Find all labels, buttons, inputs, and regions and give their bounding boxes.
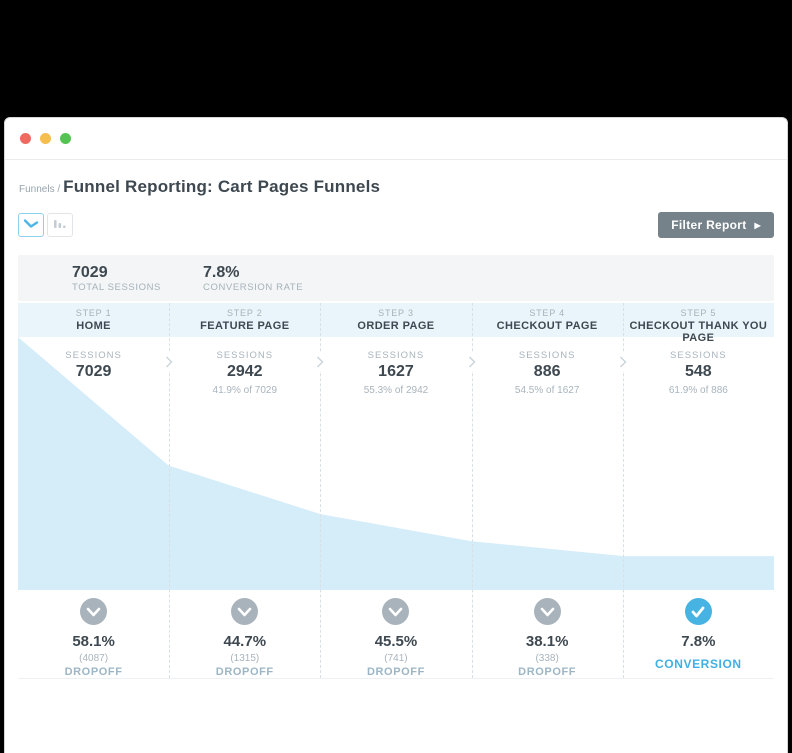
step-number: STEP 4 xyxy=(529,308,565,318)
dropoff-count: (1315) xyxy=(230,653,260,664)
total-sessions-label: TOTAL SESSIONS xyxy=(72,281,161,293)
step-page-name: CHECKOUT THANK YOU PAGE xyxy=(629,320,768,344)
column-divider xyxy=(471,303,473,678)
sessions-label: SESSIONS xyxy=(216,350,274,361)
step-number: STEP 3 xyxy=(378,308,414,318)
sessions-cell-home: SESSIONS 7029 xyxy=(18,337,169,590)
chevron-down-circle-icon xyxy=(231,598,259,625)
bar-chart-icon xyxy=(53,218,67,233)
sessions-label: SESSIONS xyxy=(670,350,727,361)
step-header-order-page: STEP 3 ORDER PAGE xyxy=(320,303,471,337)
filter-report-label: Filter Report xyxy=(671,218,747,232)
chevron-right-icon xyxy=(468,353,476,371)
sessions-cell-checkout-page: SESSIONS 886 54.5% of 1627 xyxy=(472,337,623,590)
step-header-background xyxy=(18,303,774,337)
column-divider xyxy=(320,303,322,678)
dropoff-pct: 38.1% xyxy=(525,633,569,650)
chevron-down-circle-icon xyxy=(533,598,561,625)
dropoff-label: DROPOFF xyxy=(215,666,274,678)
line-chart-view-button[interactable] xyxy=(18,213,44,237)
total-sessions-summary: 7029 TOTAL SESSIONS xyxy=(72,264,203,293)
chevron-down-circle-icon xyxy=(382,598,410,625)
step-header-checkout-thank-you-page: STEP 5 CHECKOUT THANK YOU PAGE xyxy=(623,303,774,344)
breadcrumb-funnels-link[interactable]: Funnels / xyxy=(19,184,61,195)
close-window-icon[interactable] xyxy=(20,133,31,144)
dropoff-cell-4: 38.1% (338) DROPOFF xyxy=(472,590,623,679)
sessions-row: SESSIONS 7029 SESSIONS 2942 41.9% of 702… xyxy=(18,337,774,590)
step-page-name: HOME xyxy=(76,320,111,332)
conversion-cell: 7.8% CONVERSION xyxy=(623,590,774,679)
bar-chart-view-button[interactable] xyxy=(47,213,73,237)
sessions-label: SESSIONS xyxy=(518,350,576,361)
sessions-of-previous: 54.5% of 1627 xyxy=(514,385,580,396)
sessions-of-previous xyxy=(18,385,169,397)
funnel-area-svg xyxy=(18,337,774,590)
sessions-of-previous: 61.9% of 886 xyxy=(668,385,728,396)
step-number: STEP 2 xyxy=(226,308,263,318)
chevron-right-icon xyxy=(619,353,627,371)
funnel-area-shape xyxy=(18,337,774,590)
sessions-of-previous: 55.3% of 2942 xyxy=(363,385,429,396)
dropoff-count: (741) xyxy=(384,653,408,664)
step-page-name: CHECKOUT PAGE xyxy=(496,320,598,332)
checkmark-circle-icon xyxy=(684,598,712,625)
dropoff-row: 58.1% (4087) DROPOFF 44.7% (1315) DROPOF… xyxy=(18,590,774,679)
view-toggle-group xyxy=(18,213,76,237)
dropoff-label: DROPOFF xyxy=(518,666,577,678)
conversion-rate-value: 7.8% xyxy=(203,263,240,281)
sessions-label: SESSIONS xyxy=(367,350,425,361)
step-number: STEP 1 xyxy=(75,308,112,318)
step-header-row: STEP 1 HOME STEP 2 FEATURE PAGE STEP 3 O… xyxy=(18,303,774,344)
sessions-label: SESSIONS xyxy=(65,350,122,361)
dropoff-pct: 44.7% xyxy=(223,633,267,650)
page-title: Funnel Reporting: Cart Pages Funnels xyxy=(63,177,381,196)
step-header-home: STEP 1 HOME xyxy=(18,303,169,337)
window-titlebar xyxy=(5,118,787,160)
total-sessions-value: 7029 xyxy=(72,263,108,281)
column-divider xyxy=(622,303,624,678)
dropoff-cell-2: 44.7% (1315) DROPOFF xyxy=(169,590,320,679)
dropoff-label: DROPOFF xyxy=(366,666,425,678)
step-page-name: ORDER PAGE xyxy=(357,320,435,332)
sessions-value: 7029 xyxy=(75,363,112,380)
funnel-chart: STEP 1 HOME STEP 2 FEATURE PAGE STEP 3 O… xyxy=(18,303,774,679)
sessions-value: 886 xyxy=(533,363,561,380)
column-divider xyxy=(169,303,171,678)
sessions-value: 2942 xyxy=(226,363,263,380)
app-window: Funnels / Funnel Reporting: Cart Pages F… xyxy=(4,117,788,753)
summary-bar: 7029 TOTAL SESSIONS 7.8% CONVERSION RATE xyxy=(18,255,774,301)
sessions-cell-checkout-thank-you-page: SESSIONS 548 61.9% of 886 xyxy=(623,337,774,590)
chevron-right-icon xyxy=(165,353,173,371)
conversion-rate-label: CONVERSION RATE xyxy=(203,281,304,293)
step-header-checkout-page: STEP 4 CHECKOUT PAGE xyxy=(472,303,623,337)
breadcrumb: Funnels / Funnel Reporting: Cart Pages F… xyxy=(19,177,773,197)
line-chart-icon xyxy=(23,217,39,233)
sessions-cell-order-page: SESSIONS 1627 55.3% of 2942 xyxy=(320,337,471,590)
sessions-of-previous: 41.9% of 7029 xyxy=(212,385,278,396)
chevron-down-circle-icon xyxy=(80,598,108,625)
sessions-value: 548 xyxy=(684,363,712,380)
minimize-window-icon[interactable] xyxy=(40,133,51,144)
dropoff-label: DROPOFF xyxy=(64,666,123,678)
sessions-value: 1627 xyxy=(378,363,414,380)
step-header-feature-page: STEP 2 FEATURE PAGE xyxy=(169,303,320,337)
toolbar: Filter Report ▶ xyxy=(18,212,774,238)
conversion-rate-summary: 7.8% CONVERSION RATE xyxy=(203,264,303,293)
filter-arrow-icon: ▶ xyxy=(754,220,761,230)
maximize-window-icon[interactable] xyxy=(60,133,71,144)
dropoff-pct: 45.5% xyxy=(374,633,418,650)
conversion-label: CONVERSION xyxy=(655,657,742,671)
dropoff-cell-3: 45.5% (741) DROPOFF xyxy=(320,590,471,679)
dropoff-cell-1: 58.1% (4087) DROPOFF xyxy=(18,590,169,679)
step-number: STEP 5 xyxy=(680,308,717,318)
chevron-right-icon xyxy=(316,353,324,371)
conversion-pct: 7.8% xyxy=(681,633,716,650)
step-page-name: FEATURE PAGE xyxy=(200,320,290,332)
dropoff-count: (338) xyxy=(535,653,559,664)
filter-report-button[interactable]: Filter Report ▶ xyxy=(658,212,774,238)
dropoff-count: (4087) xyxy=(79,653,109,664)
dropoff-pct: 58.1% xyxy=(72,633,115,650)
sessions-cell-feature-page: SESSIONS 2942 41.9% of 7029 xyxy=(169,337,320,590)
